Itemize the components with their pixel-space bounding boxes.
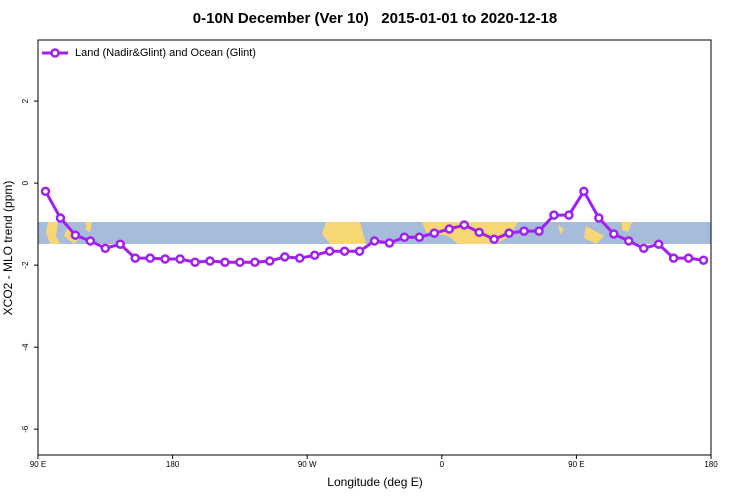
data-point [55, 213, 66, 223]
data-point [609, 229, 619, 239]
data-point [190, 257, 200, 268]
data-point [205, 256, 215, 266]
data-point [623, 236, 634, 246]
data-point [459, 220, 469, 230]
data-point [85, 236, 96, 246]
data-point [594, 213, 604, 223]
data-point [250, 257, 260, 268]
data-point [40, 186, 51, 197]
data-point [309, 250, 320, 261]
data-point [504, 228, 514, 238]
land [322, 222, 366, 244]
y-tick-label: -2 [21, 261, 30, 269]
data-point [414, 232, 425, 242]
data-point [265, 256, 275, 266]
data-point [369, 236, 380, 246]
data-point [399, 232, 410, 242]
data-point [294, 253, 305, 263]
data-point [175, 254, 185, 264]
data-point [324, 246, 335, 256]
y-tick-label: -6 [21, 425, 30, 433]
data-point [235, 257, 245, 268]
land [86, 222, 92, 232]
y-tick-label: 2 [21, 98, 30, 103]
y-tick-label: -4 [21, 343, 30, 351]
data-point [115, 239, 126, 249]
legend-marker [50, 48, 60, 58]
data-point [220, 257, 230, 268]
x-tick-label: 90 E [30, 460, 46, 469]
x-tick-label: 180 [704, 460, 718, 469]
data-point [474, 227, 484, 238]
data-point [668, 253, 679, 263]
x-tick-label: 90 E [568, 460, 584, 469]
y-tick-label: 0 [21, 180, 30, 185]
data-point [683, 253, 694, 263]
x-tick-label: 0 [440, 460, 445, 469]
data-point [489, 234, 499, 245]
data-point [638, 243, 649, 254]
legend-label: Land (Nadir&Glint) and Ocean (Glint) [75, 47, 256, 59]
data-point [534, 226, 544, 236]
land [558, 224, 564, 234]
data-point [100, 243, 111, 254]
data-point [130, 253, 140, 263]
data-point [384, 238, 395, 248]
data-point [339, 246, 350, 256]
data-point [564, 210, 574, 220]
data-point [145, 253, 155, 263]
chart-title: 0-10N December (Ver 10) 2015-01-01 to 20… [193, 10, 557, 27]
x-tick-label: 90 W [298, 460, 317, 469]
x-axis-label: Longitude (deg E) [327, 475, 422, 489]
data-point [429, 228, 440, 238]
x-tick-label: 180 [166, 460, 180, 469]
land [584, 226, 604, 244]
plot-frame [37, 39, 712, 456]
data-point [444, 224, 455, 234]
data-point [354, 246, 365, 256]
data-point [579, 186, 589, 197]
data-point [653, 239, 664, 249]
data-point [70, 230, 81, 240]
data-point [160, 254, 170, 264]
data-point [280, 252, 290, 262]
land [622, 222, 632, 232]
data-point [698, 255, 709, 265]
data-point [519, 226, 529, 236]
data-point [549, 210, 559, 220]
y-axis-label: XCO2 - MLO trend (ppm) [1, 181, 15, 316]
land [46, 222, 60, 244]
